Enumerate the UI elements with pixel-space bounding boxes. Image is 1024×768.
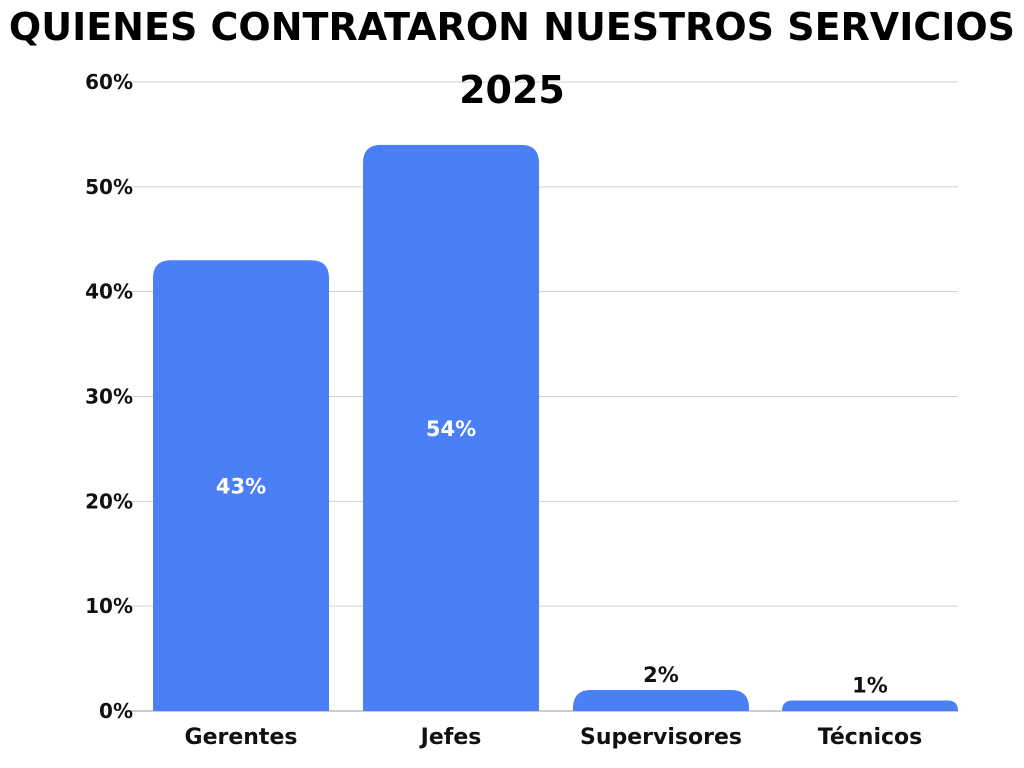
bar-jefes	[363, 144, 539, 711]
bars: 43% 54% 2% 1%	[153, 144, 958, 711]
bar-gerentes	[153, 260, 329, 711]
y-tick-label: 10%	[85, 594, 133, 618]
y-tick-label: 30%	[85, 385, 133, 409]
y-tick-label: 50%	[85, 175, 133, 199]
y-axis-ticks: 0% 10% 20% 30% 40% 50% 60%	[85, 70, 133, 723]
y-tick-label: 20%	[85, 489, 133, 513]
bar-técnicos	[782, 700, 958, 711]
x-tick-label: Supervisores	[580, 725, 742, 750]
x-tick-label: Técnicos	[818, 725, 923, 750]
data-label: 43%	[216, 475, 266, 499]
x-axis-labels: Gerentes Jefes Supervisores Técnicos	[185, 725, 923, 750]
bar-supervisores	[573, 690, 749, 711]
chart-title-line-1: QUIENES CONTRATARON NUESTROS SERVICIOS	[9, 5, 1015, 49]
chart-title-line-2: 2025	[459, 68, 565, 112]
data-label: 1%	[852, 674, 888, 698]
x-tick-label: Jefes	[419, 725, 482, 750]
data-label: 2%	[643, 663, 679, 687]
y-tick-label: 0%	[99, 699, 133, 723]
y-tick-label: 60%	[85, 70, 133, 94]
data-label: 54%	[426, 417, 476, 441]
y-tick-label: 40%	[85, 280, 133, 304]
x-tick-label: Gerentes	[185, 725, 298, 750]
